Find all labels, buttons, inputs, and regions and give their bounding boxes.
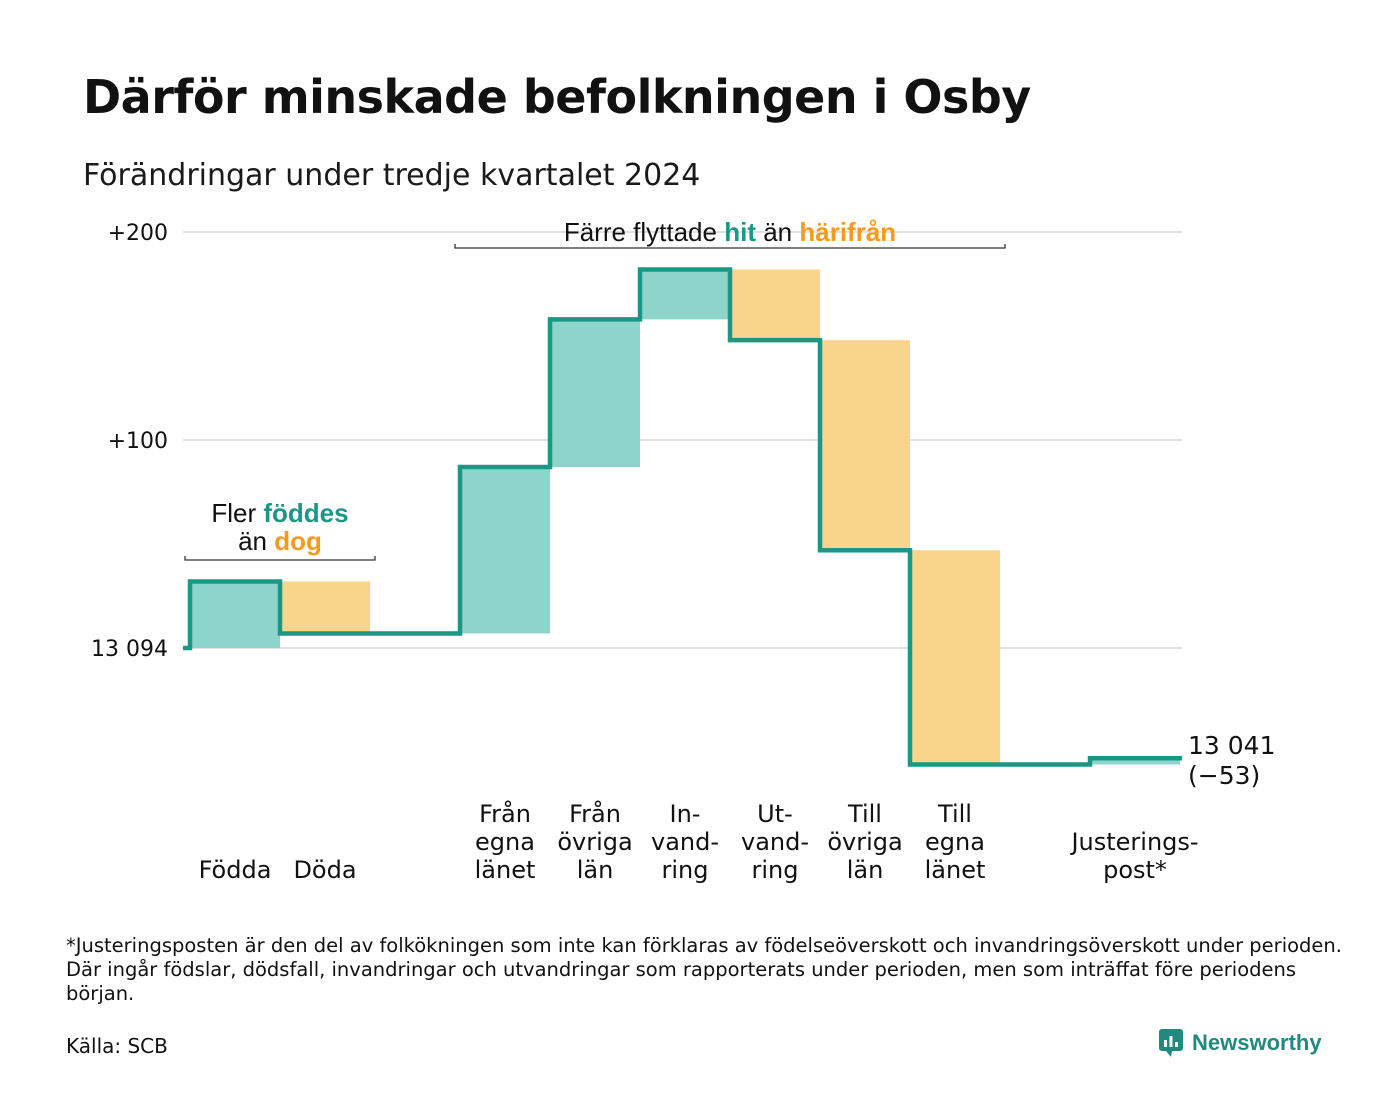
y-tick-label-0: +200 xyxy=(108,221,168,246)
y-tick-label-2: 13 094 xyxy=(91,637,168,662)
bar-10 xyxy=(1090,758,1180,765)
chart-title: Därför minskade befolkningen i Osby xyxy=(83,70,1031,124)
x-category-label-8: Till egna länet xyxy=(925,800,986,884)
x-category-label-3: Från egna länet xyxy=(475,799,536,884)
annotation-migration-line-0: Färre flyttade hit än härifrån xyxy=(564,217,896,247)
bar-6 xyxy=(730,269,820,341)
annotation-bracket-migration xyxy=(454,244,1006,249)
x-category-label-0: Födda xyxy=(199,856,272,884)
bar-0 xyxy=(190,581,280,648)
footnote: *Justeringsposten är den del av folkökni… xyxy=(66,934,1342,1005)
x-category-label-7: Till övriga län xyxy=(827,800,902,884)
source-note: Källa: SCB xyxy=(66,1034,168,1058)
bar-7 xyxy=(820,340,910,551)
bar-5 xyxy=(640,269,730,320)
end-value-label: 13 041 xyxy=(1188,731,1275,760)
annotation-births-deaths-line-1: än dog xyxy=(238,526,322,556)
bar-8 xyxy=(910,550,1000,765)
y-tick-label-1: +100 xyxy=(108,429,168,454)
x-category-label-1: Döda xyxy=(293,856,356,884)
bar-3 xyxy=(460,467,550,634)
cumulative-step-line xyxy=(183,267,1182,767)
x-category-label-4: Från övriga län xyxy=(557,799,632,884)
newsworthy-logo: Newsworthy xyxy=(1158,1028,1322,1058)
newsworthy-logo-text: Newsworthy xyxy=(1192,1030,1322,1055)
x-category-label-6: Ut-vand-ring xyxy=(741,800,809,884)
x-category-label-10: Justerings-post* xyxy=(1069,828,1198,884)
newsworthy-logo-icon xyxy=(1159,1029,1183,1057)
end-change-label: (−53) xyxy=(1188,761,1260,790)
x-category-label-5: In-vand-ring xyxy=(651,800,719,884)
chart-subtitle: Förändringar under tredje kvartalet 2024 xyxy=(83,158,701,193)
bar-1 xyxy=(280,581,370,634)
bar-4 xyxy=(550,319,640,468)
annotation-bracket-births-deaths xyxy=(184,556,376,561)
annotation-births-deaths-line-0: Fler föddes xyxy=(211,498,348,528)
